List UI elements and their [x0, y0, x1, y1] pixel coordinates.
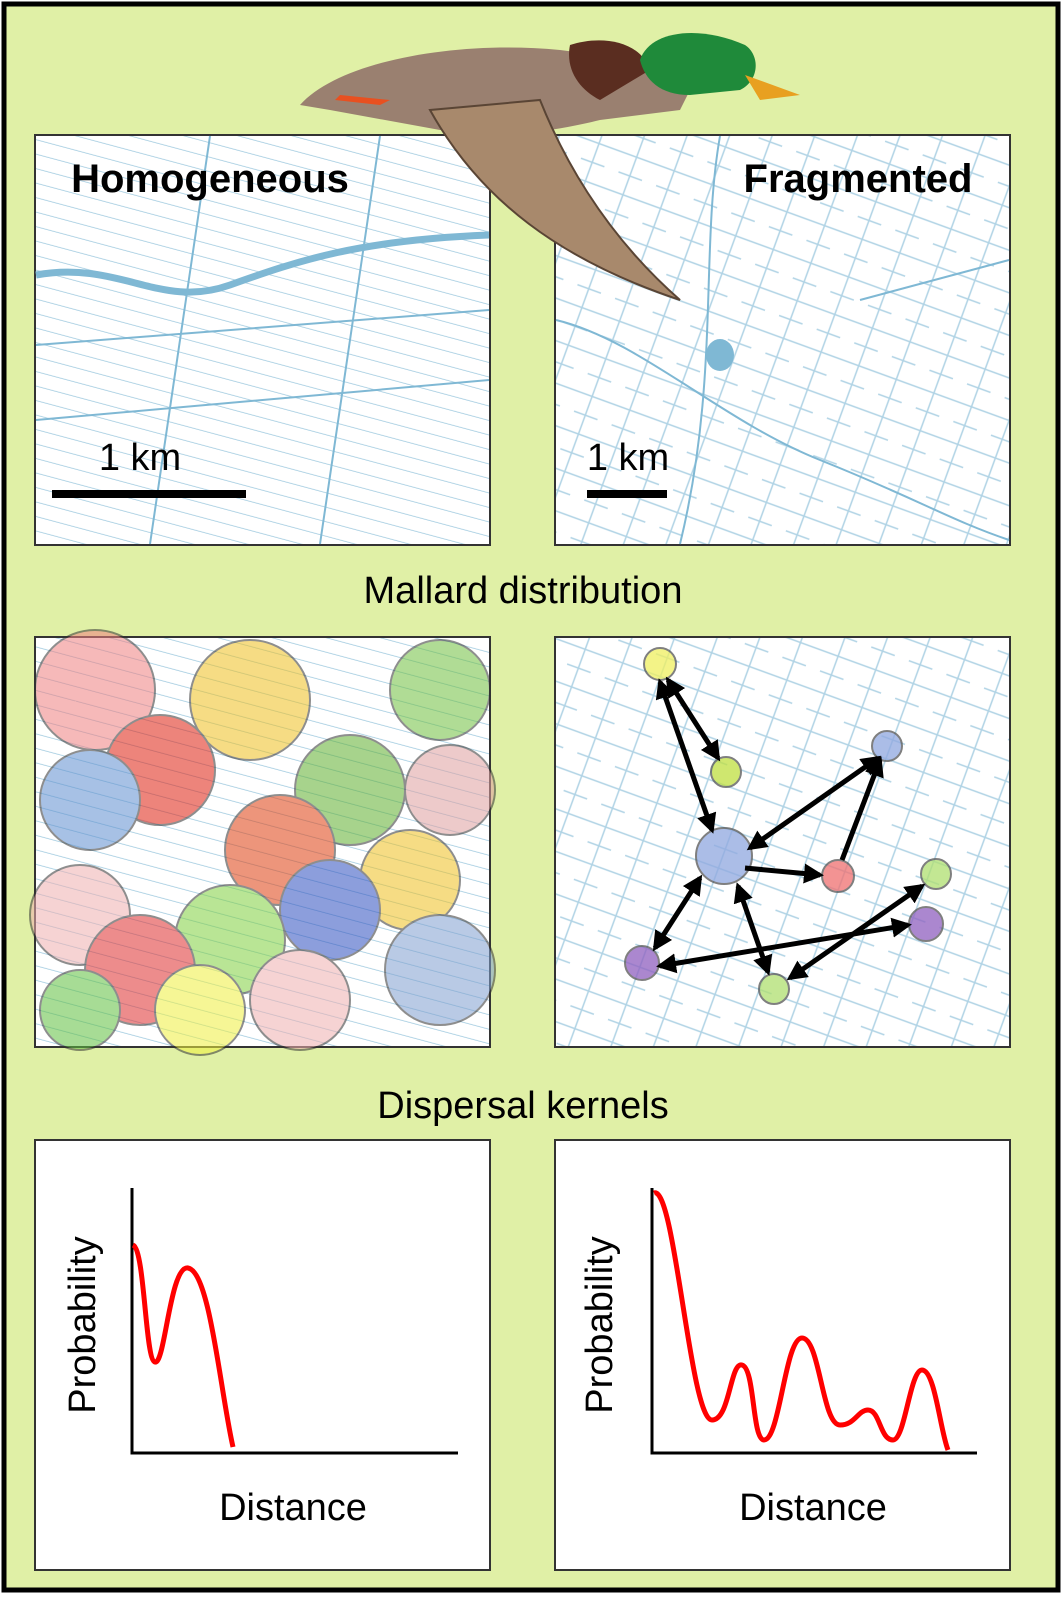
kernel-plot — [34, 1139, 491, 1571]
x-axis-label: Distance — [739, 1487, 887, 1529]
y-axis-label: Probability — [579, 1236, 621, 1413]
section-title: Mallard distribution — [364, 570, 683, 612]
section-title: Dispersal kernels — [377, 1085, 668, 1127]
panel-title: Homogeneous — [71, 157, 349, 201]
scale-label: 1 km — [99, 437, 181, 479]
kernel-plot — [554, 1139, 1011, 1571]
home-range-map — [29, 629, 496, 1056]
map-fragmented — [554, 134, 1011, 546]
scale-label: 1 km — [587, 437, 669, 479]
movement-map — [554, 636, 1011, 1048]
x-axis-label: Distance — [219, 1487, 367, 1529]
y-axis-label: Probability — [62, 1236, 104, 1413]
duck-illustration — [300, 33, 800, 301]
panel-title: Fragmented — [744, 157, 973, 201]
map-homogeneous — [34, 134, 491, 546]
